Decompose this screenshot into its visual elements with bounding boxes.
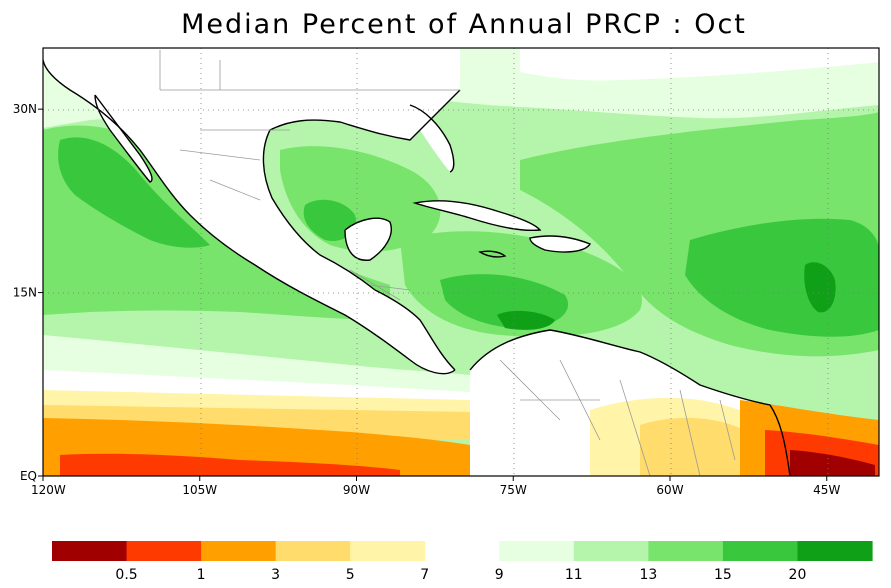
- lat-tick-label: EQ: [20, 469, 37, 483]
- colorbar-label: 15: [714, 567, 732, 583]
- colorbar-swatch: [350, 541, 426, 561]
- latitude-axis: 30N 15N EQ: [13, 102, 43, 483]
- map-area: [43, 48, 879, 476]
- atlantic-equator-darkred: [790, 450, 875, 476]
- colorbar-swatch: [201, 541, 277, 561]
- map-frame: [42, 47, 880, 477]
- colorbar: 0.5 1 3 5 7 9 11 13 15 20: [52, 541, 873, 583]
- atlantic-dark-core: [685, 218, 879, 337]
- colorbar-label: 9: [495, 567, 504, 583]
- florida-peninsula: [410, 105, 454, 172]
- colorbar-swatch: [275, 541, 351, 561]
- coastlines: [43, 59, 791, 476]
- colorbar-swatch: [722, 541, 799, 561]
- lat-tick-label: 15N: [13, 286, 37, 300]
- lon-tick-label: 105W: [182, 483, 217, 497]
- baja-peninsula: [95, 95, 152, 182]
- equatorial-red-patch-b: [170, 459, 270, 476]
- lon-tick-label: 60W: [656, 483, 683, 497]
- lon-tick-label: 75W: [500, 483, 527, 497]
- colorbar-swatch: [797, 541, 873, 561]
- country-borders: [159, 50, 736, 476]
- north-america-land: [43, 48, 460, 374]
- colorbar-label: 13: [639, 567, 657, 583]
- colorbar-swatch: [499, 541, 575, 561]
- pacific-dark-green-core: [58, 137, 210, 248]
- colorbar-label: 20: [789, 567, 807, 583]
- colorbar-label: 11: [565, 567, 583, 583]
- atlantic-darkest: [804, 262, 836, 313]
- colorbar-label: 3: [271, 567, 280, 583]
- map-title: Median Percent of Annual PRCP : Oct: [181, 9, 747, 40]
- colorbar-swatch: [126, 541, 202, 561]
- lon-tick-label: 120W: [31, 483, 66, 497]
- north-white-strip: [520, 48, 879, 81]
- colorbar-label: 1: [197, 567, 206, 583]
- colorbar-swatch: [52, 541, 128, 561]
- cuba-island: [415, 200, 540, 231]
- longitude-axis: 120W 105W 90W 75W 60W 45W: [31, 476, 840, 497]
- lat-tick-label: 30N: [13, 102, 37, 116]
- hispaniola-island: [530, 236, 590, 252]
- gulf-dark-core: [303, 199, 356, 241]
- colorbar-label: 0.5: [115, 567, 137, 583]
- colorbar-swatch: [573, 541, 649, 561]
- amazon-gold: [640, 417, 752, 476]
- lon-tick-label: 45W: [813, 483, 840, 497]
- colorbar-swatch: [648, 541, 724, 561]
- caribbean-darkest: [497, 310, 555, 330]
- yucatan-peninsula: [345, 218, 392, 261]
- colorbar-label: 7: [420, 567, 429, 583]
- lon-tick-label: 90W: [343, 483, 370, 497]
- colorbar-label: 5: [346, 567, 355, 583]
